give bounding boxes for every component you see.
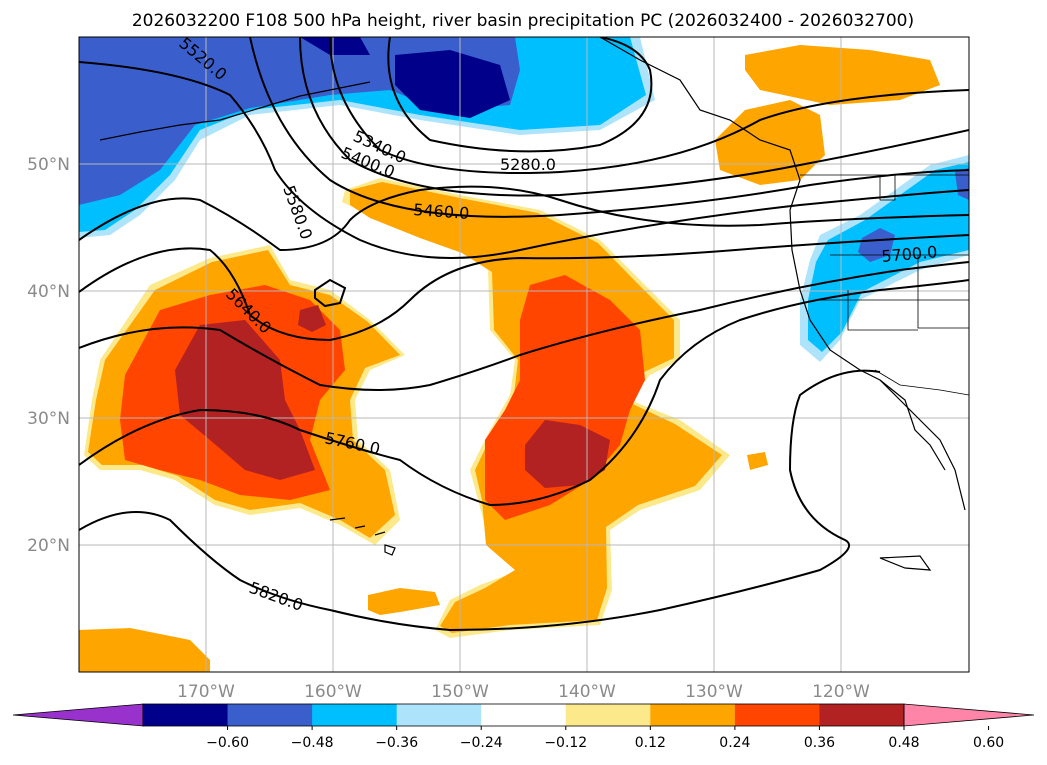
lon-label-170w: 170°W bbox=[177, 682, 235, 702]
colorbar-tick-label: −0.12 bbox=[544, 735, 587, 751]
map-frame bbox=[78, 36, 970, 673]
colorbar-tick-label: −0.24 bbox=[460, 735, 503, 751]
lat-label-50n: 50°N bbox=[27, 155, 70, 175]
lat-label-20n: 20°N bbox=[27, 536, 70, 556]
shade-pos-darkred-west bbox=[175, 305, 326, 480]
colorbar-tick-label: 0.36 bbox=[804, 735, 835, 751]
contour-5700 bbox=[79, 261, 969, 391]
coastline-mexico-west bbox=[879, 555, 932, 571]
contour-5460 bbox=[249, 37, 969, 218]
colorbar-tick-label: 0.60 bbox=[973, 735, 1004, 751]
contour-5400 bbox=[299, 37, 969, 197]
colorbar-frame bbox=[142, 703, 905, 727]
colorbar-tick-label: 0.24 bbox=[719, 735, 750, 751]
colorbar-tick-label: 0.12 bbox=[635, 735, 666, 751]
shade-pos-darkred-central bbox=[525, 420, 610, 488]
height-contours bbox=[79, 37, 969, 632]
lon-label-130w: 130°W bbox=[685, 682, 743, 702]
colorbar-bin bbox=[565, 704, 651, 726]
lat-label-40n: 40°N bbox=[27, 282, 70, 302]
colorbar-tick-label: 0.48 bbox=[888, 735, 919, 751]
colorbar: −0.60 −0.48 −0.36 −0.24 −0.12 0.12 0.24 0.36 0.4… bbox=[12, 703, 1035, 751]
latitude-labels: 20°N 30°N 40°N 50°N bbox=[27, 155, 70, 556]
colorbar-bin bbox=[734, 704, 820, 726]
gridlines bbox=[79, 37, 969, 672]
colorbar-tick-label: −0.60 bbox=[206, 735, 249, 751]
figure-title: 2026032200 F108 500 hPa height, river ba… bbox=[132, 11, 914, 31]
colorbar-bin bbox=[143, 704, 229, 726]
colorbar-bin bbox=[227, 704, 313, 726]
contour-label-5460: 5460.0 bbox=[413, 200, 470, 223]
shade-neg-east-blue bbox=[858, 168, 969, 262]
contour-5760 bbox=[79, 279, 969, 507]
positive-pc-shading bbox=[79, 45, 940, 672]
colorbar-extend-high bbox=[903, 703, 1035, 727]
colorbar-bin bbox=[650, 704, 736, 726]
contour-5340 bbox=[329, 37, 969, 175]
contour-5820 bbox=[79, 369, 881, 632]
coastline-hawaii bbox=[329, 517, 396, 556]
lat-label-30n: 30°N bbox=[27, 409, 70, 429]
colorbar-bin bbox=[819, 704, 905, 726]
longitude-labels: 170°W 160°W 150°W 140°W 130°W 120°W bbox=[177, 682, 870, 702]
lon-label-160w: 160°W bbox=[304, 682, 362, 702]
contour-5280 bbox=[387, 37, 653, 153]
coastlines bbox=[99, 37, 966, 571]
colorbar-extend-low bbox=[12, 703, 144, 727]
colorbar-bin bbox=[396, 704, 482, 726]
contour-label-5280: 5280.0 bbox=[500, 155, 556, 174]
coastline-aleutians bbox=[99, 81, 371, 141]
lon-label-120w: 120°W bbox=[812, 682, 870, 702]
contour-5580 bbox=[79, 185, 969, 252]
contour-5520 bbox=[79, 61, 969, 259]
contour-5640 bbox=[79, 234, 969, 342]
shade-neg-navy bbox=[300, 37, 510, 118]
contour-label-5700: 5700.0 bbox=[881, 242, 938, 266]
contour-closed-low bbox=[314, 278, 347, 308]
map-panel: 5280.0 5340.0 5400.0 5460.0 5520.0 5580.… bbox=[78, 36, 970, 673]
colorbar-tick-label: −0.36 bbox=[375, 735, 418, 751]
lon-label-140w: 140°W bbox=[558, 682, 616, 702]
colorbar-bin bbox=[312, 704, 398, 726]
coastline-north-america bbox=[599, 37, 966, 511]
colorbar-bin bbox=[481, 704, 567, 726]
coastline-baja bbox=[879, 379, 946, 471]
lon-label-150w: 150°W bbox=[431, 682, 489, 702]
colorbar-tick-label: −0.48 bbox=[291, 735, 334, 751]
shade-pos-orange-southwest bbox=[79, 452, 768, 672]
shade-pos-orange-northeast bbox=[715, 45, 940, 185]
